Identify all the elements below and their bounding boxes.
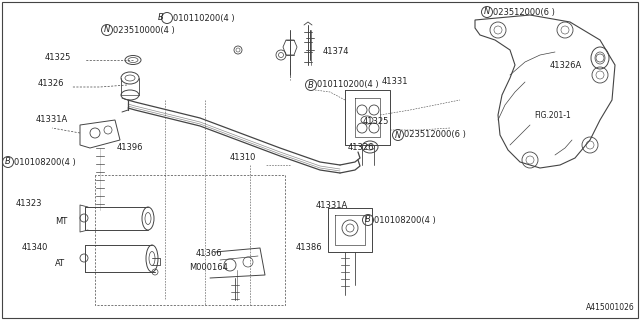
- Text: 010108200(4 ): 010108200(4 ): [14, 157, 76, 166]
- Text: B: B: [158, 13, 164, 22]
- Text: 41326A: 41326A: [550, 61, 582, 70]
- Text: 010108200(4 ): 010108200(4 ): [374, 215, 436, 225]
- Text: 41325: 41325: [363, 117, 389, 126]
- Text: FIG.201-1: FIG.201-1: [534, 110, 571, 119]
- Text: B: B: [365, 215, 371, 225]
- Text: 41374: 41374: [323, 47, 349, 57]
- Text: 41396: 41396: [117, 143, 143, 153]
- Text: 41331A: 41331A: [36, 116, 68, 124]
- Text: 010110200(4 ): 010110200(4 ): [173, 13, 235, 22]
- Text: 023510000(4 ): 023510000(4 ): [113, 26, 175, 35]
- Text: 41331: 41331: [382, 77, 408, 86]
- Text: AT: AT: [55, 260, 65, 268]
- Text: 41310: 41310: [230, 154, 257, 163]
- Text: M000164: M000164: [189, 263, 228, 273]
- Text: A415001026: A415001026: [586, 303, 635, 312]
- Text: N: N: [484, 7, 490, 17]
- Text: MT: MT: [55, 218, 67, 227]
- Text: 41326: 41326: [348, 143, 374, 153]
- Text: 023512000(6 ): 023512000(6 ): [493, 7, 555, 17]
- Text: 023512000(6 ): 023512000(6 ): [404, 131, 466, 140]
- Text: 41331A: 41331A: [316, 201, 348, 210]
- Text: 010110200(4 ): 010110200(4 ): [317, 81, 379, 90]
- Text: 41323: 41323: [16, 199, 42, 209]
- Text: 41386: 41386: [296, 244, 323, 252]
- Text: B: B: [308, 81, 314, 90]
- Text: N: N: [104, 26, 110, 35]
- Text: 41366: 41366: [196, 249, 223, 258]
- Text: 41325: 41325: [45, 53, 72, 62]
- Text: B: B: [5, 157, 11, 166]
- Text: 41326: 41326: [38, 79, 65, 89]
- Text: 41340: 41340: [22, 244, 49, 252]
- Text: N: N: [395, 131, 401, 140]
